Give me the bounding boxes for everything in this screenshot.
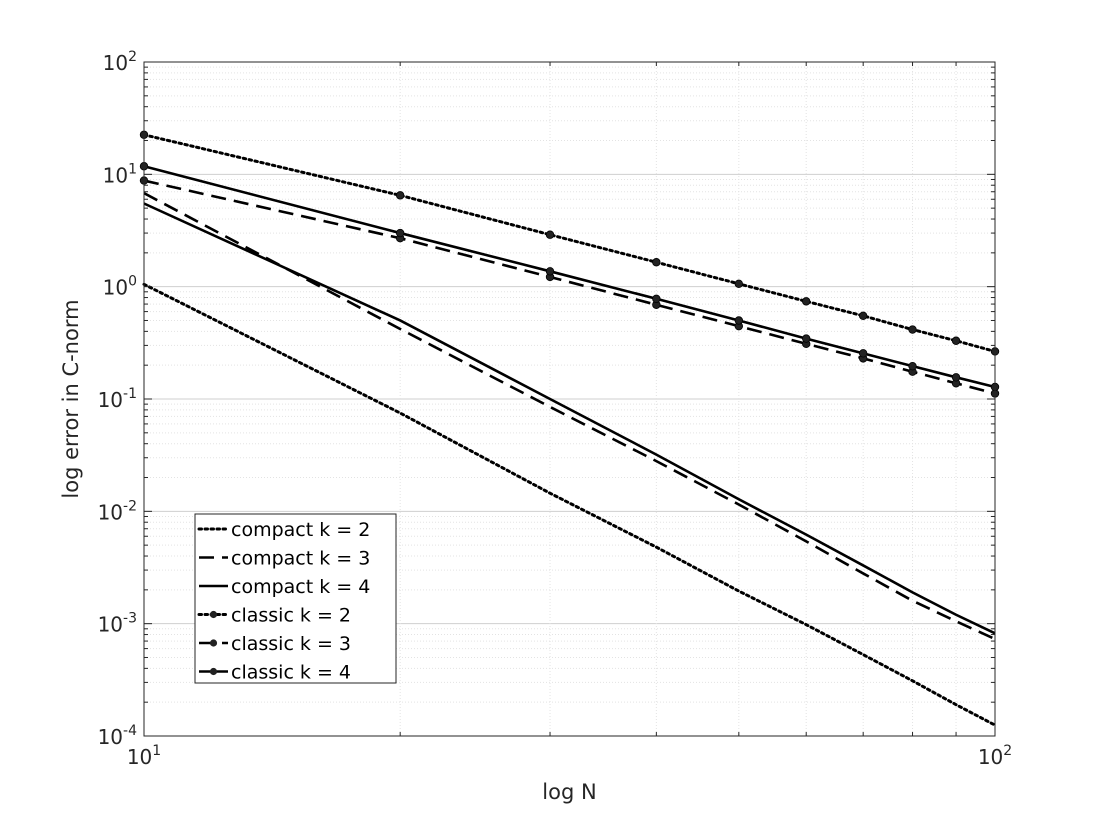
series-compact-k-3: [143, 192, 996, 641]
tick-base: 10: [103, 51, 128, 75]
tick-exponent: -1: [123, 386, 137, 402]
legend-entry: compact k = 2: [197, 519, 370, 541]
data-point: [858, 349, 868, 358]
tick-exponent: 1: [128, 161, 137, 177]
legend-label: compact k = 2: [231, 519, 370, 541]
data-point: [802, 297, 811, 306]
data-point: [908, 361, 917, 371]
series-classic-k-4: [139, 162, 1000, 392]
data-point: [908, 325, 917, 334]
legend-label: compact k = 4: [231, 576, 370, 598]
data-point: [858, 311, 868, 321]
data-point: [395, 228, 405, 238]
y-axis-label: log error in C-norm: [59, 299, 83, 498]
series-line: [143, 202, 996, 635]
y-tick-label: 102: [103, 49, 137, 75]
legend-entry: classic k = 3: [199, 633, 351, 655]
series-line: [143, 179, 996, 395]
tick-base: 10: [103, 163, 128, 187]
tick-base: 10: [98, 388, 123, 412]
x-tick-label: 101: [127, 743, 161, 769]
tick-exponent: -3: [123, 611, 137, 627]
legend-marker: [209, 639, 218, 647]
tick-exponent: 2: [1003, 743, 1012, 759]
x-tick-label: 102: [978, 743, 1012, 769]
y-tick-label: 10-2: [98, 498, 137, 524]
series-line: [142, 133, 997, 353]
data-point: [951, 336, 961, 345]
data-point: [734, 316, 744, 325]
tick-base: 10: [127, 745, 152, 769]
data-point: [734, 279, 744, 289]
series-line: [142, 282, 997, 727]
series-compact-k-2: [142, 282, 997, 727]
legend-marker: [209, 667, 218, 676]
legend-entry: compact k = 3: [199, 548, 370, 570]
series-line: [143, 165, 996, 389]
legend-entry: classic k = 2: [197, 605, 351, 627]
legend-label: classic k = 3: [231, 633, 351, 655]
tick-exponent: 1: [152, 743, 161, 759]
y-tick-label: 10-3: [98, 611, 137, 637]
tick-base: 10: [978, 745, 1003, 769]
tick-exponent: -2: [123, 498, 137, 514]
tick-base: 10: [98, 725, 123, 749]
y-tick-label: 10-4: [98, 723, 138, 749]
legend-marker: [209, 610, 218, 619]
tick-base: 10: [103, 276, 128, 300]
y-tick-label: 10-1: [98, 386, 137, 412]
legend-box: [194, 513, 397, 684]
tick-base: 10: [98, 613, 123, 637]
series-compact-k-4: [143, 202, 996, 635]
legend-entry: compact k = 4: [199, 576, 370, 598]
data-point: [652, 294, 661, 303]
ticks: [143, 61, 996, 737]
y-tick-label: 101: [103, 161, 137, 187]
series-layer: [139, 130, 1000, 727]
legend-label: compact k = 3: [231, 548, 370, 570]
tick-exponent: -4: [123, 723, 137, 739]
legend-label: classic k = 2: [231, 605, 351, 627]
tick-exponent: 0: [128, 274, 137, 290]
data-point: [951, 373, 961, 382]
legend: compact k = 2 compact k = 3 compact k = 4 c…: [194, 513, 397, 684]
data-point: [652, 258, 661, 267]
legend-entry: classic k = 4: [199, 662, 351, 684]
legend-label: classic k = 4: [231, 662, 351, 684]
data-point: [802, 334, 811, 343]
data-point: [395, 191, 405, 200]
series-line: [143, 192, 996, 641]
data-point: [545, 267, 555, 276]
tick-exponent: 2: [128, 49, 137, 65]
y-tick-label: 100: [103, 274, 137, 300]
tick-base: 10: [98, 500, 123, 524]
x-axis-label: log N: [542, 780, 596, 804]
data-point: [545, 230, 555, 239]
